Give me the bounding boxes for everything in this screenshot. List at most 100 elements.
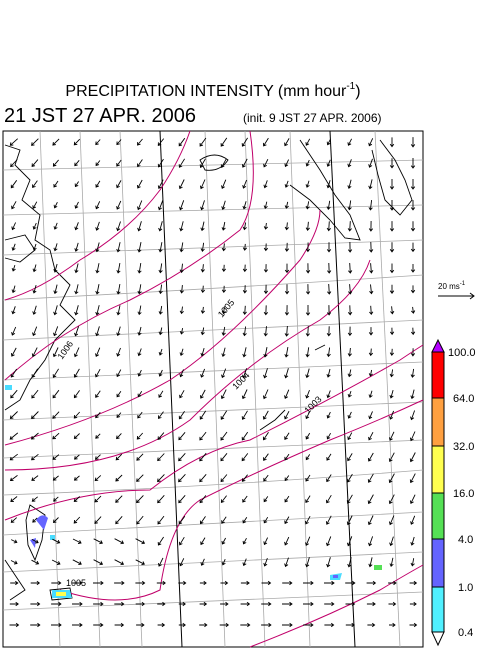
wind-arrow bbox=[31, 389, 39, 399]
wind-arrow bbox=[305, 201, 310, 210]
wind-arrow bbox=[179, 200, 185, 211]
wind-arrow bbox=[368, 327, 374, 336]
wind-arrow bbox=[263, 158, 269, 168]
wind-arrow bbox=[242, 516, 248, 524]
wind-arrow bbox=[409, 580, 418, 586]
wind-arrow bbox=[74, 242, 79, 252]
wind-arrow bbox=[178, 137, 186, 147]
wind-arrow bbox=[324, 601, 335, 607]
valid-time: 21 JST 27 APR. 2006 bbox=[4, 105, 196, 127]
wind-arrow bbox=[241, 431, 249, 441]
wind-arrow bbox=[93, 538, 103, 545]
wind-arrow bbox=[199, 495, 207, 504]
wind-arrow bbox=[367, 473, 374, 483]
wind-arrow bbox=[221, 368, 227, 379]
wind-arrow bbox=[158, 263, 163, 274]
wind-arrow bbox=[74, 181, 79, 188]
wind-arrow bbox=[157, 515, 165, 525]
wind-arrow bbox=[137, 284, 142, 295]
wind-arrow bbox=[388, 473, 395, 484]
colorbar-labels: 100.0 64.0 32.0 16.0 4.0 1.0 0.4 bbox=[448, 347, 476, 639]
wind-arrow bbox=[305, 305, 311, 316]
wind-arrow bbox=[158, 221, 163, 232]
wind-arrow bbox=[282, 622, 293, 628]
wind-arrow bbox=[30, 580, 41, 586]
wind-arrow bbox=[410, 410, 416, 421]
wind-arrow bbox=[137, 391, 143, 398]
wind-arrow bbox=[137, 242, 142, 253]
wind-arrow bbox=[326, 347, 331, 358]
wind-arrow bbox=[221, 306, 226, 315]
wind-arrow bbox=[305, 347, 310, 358]
wind-arrow bbox=[52, 159, 59, 167]
wind-arrow bbox=[137, 200, 143, 211]
colorbar-segment bbox=[431, 445, 445, 494]
wind-arrow bbox=[346, 536, 353, 547]
wind-arrow bbox=[284, 557, 289, 568]
wind-arrow bbox=[263, 284, 269, 295]
map: 1006 1005 1004 1003 1005 bbox=[2, 130, 424, 648]
wind-arrow bbox=[178, 179, 185, 190]
wind-arrow bbox=[51, 622, 62, 628]
wind-arrow bbox=[9, 622, 20, 628]
wind-arrow bbox=[32, 264, 37, 273]
wind-arrow bbox=[242, 285, 248, 294]
wind-arrow bbox=[53, 496, 59, 502]
wind-arrow bbox=[158, 557, 164, 567]
wind-arrow bbox=[263, 474, 269, 482]
colorbar: 100.0 64.0 32.0 16.0 4.0 1.0 0.4 bbox=[431, 338, 476, 647]
wind-arrow bbox=[263, 496, 269, 503]
wind-arrow bbox=[368, 200, 373, 211]
wind-arrow bbox=[74, 326, 80, 337]
wind-arrow bbox=[263, 222, 269, 230]
wind-arrow bbox=[348, 284, 353, 295]
wind-arrow bbox=[347, 179, 352, 189]
wind-arrow bbox=[261, 580, 272, 586]
wind-arrow bbox=[262, 389, 269, 400]
wind-arrow bbox=[241, 453, 249, 462]
wind-arrow bbox=[284, 495, 290, 503]
wind-arrow bbox=[284, 138, 290, 147]
wind-arrow bbox=[114, 601, 125, 607]
wind-scale-sup: -1 bbox=[460, 281, 466, 287]
wind-arrow bbox=[137, 369, 142, 377]
wind-arrow bbox=[179, 390, 185, 399]
wind-arrow bbox=[30, 601, 41, 607]
wind-arrow bbox=[389, 389, 394, 399]
wind-arrow bbox=[179, 221, 184, 232]
wind-arrow bbox=[305, 284, 311, 295]
wind-arrow bbox=[325, 494, 332, 504]
wind-arrow bbox=[326, 411, 331, 419]
wind-arrow bbox=[200, 242, 205, 252]
wind-arrow bbox=[114, 580, 125, 586]
wind-arrow bbox=[52, 538, 61, 544]
wind-arrow bbox=[116, 305, 121, 316]
wind-arrow bbox=[305, 432, 311, 440]
wind-arrow bbox=[242, 558, 247, 567]
wind-arrow bbox=[305, 242, 311, 253]
wind-arrow bbox=[327, 262, 332, 274]
wind-arrow bbox=[242, 537, 247, 545]
wind-arrow bbox=[409, 494, 416, 504]
wind-arrow bbox=[94, 475, 102, 482]
wind-arrow bbox=[52, 138, 60, 146]
wind-arrow bbox=[179, 558, 185, 567]
wind-arrow bbox=[73, 516, 81, 524]
wind-arrow bbox=[282, 580, 293, 586]
wind-arrow bbox=[284, 263, 290, 274]
colorbar-segment bbox=[431, 586, 445, 633]
colorbar-segment bbox=[431, 397, 445, 447]
wind-arrow bbox=[326, 305, 332, 316]
wind-arrow bbox=[221, 200, 226, 211]
wind-arrow bbox=[73, 496, 81, 503]
wind-scale-label: 20 ms-1 bbox=[438, 281, 466, 291]
wind-arrow bbox=[179, 328, 184, 335]
wind-arrow bbox=[326, 221, 331, 232]
wind-arrow bbox=[31, 475, 39, 481]
wind-arrow bbox=[220, 580, 229, 586]
wind-arrow bbox=[53, 201, 58, 209]
wind-arrow bbox=[157, 432, 165, 440]
wind-arrow bbox=[368, 411, 373, 420]
wind-arrow bbox=[326, 242, 332, 253]
